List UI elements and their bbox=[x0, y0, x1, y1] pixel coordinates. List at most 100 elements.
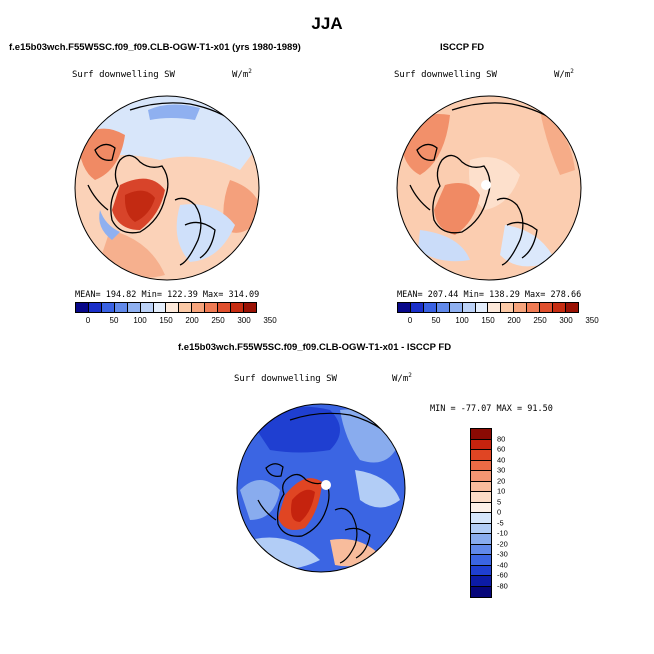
no-data-pole-marker bbox=[481, 180, 491, 190]
colorbar-tick-label: 100 bbox=[455, 316, 469, 325]
colorbar-swatch bbox=[527, 303, 541, 312]
colorbar-swatch bbox=[471, 481, 491, 492]
right-colorbar-labels: 0 50 100 150 200 250 300 350 bbox=[397, 316, 599, 328]
colorbar-swatch bbox=[471, 513, 491, 524]
left-variable-label: Surf downwelling SW bbox=[72, 70, 175, 80]
left-units-label: W/m2 bbox=[232, 68, 252, 80]
colorbar-swatch bbox=[471, 565, 491, 576]
colorbar-tick-label: 200 bbox=[185, 316, 199, 325]
colorbar-swatch bbox=[471, 439, 491, 450]
difference-title: f.e15b03wch.F55W5SC.f09_f09.CLB-OGW-T1-x… bbox=[178, 342, 452, 353]
colorbar-tick-label: 30 bbox=[497, 465, 506, 475]
colorbar-swatch bbox=[88, 303, 102, 312]
colorbar-swatch bbox=[475, 303, 489, 312]
colorbar-tick-label: 0 bbox=[85, 316, 91, 325]
diff-variable-label: Surf downwelling SW bbox=[234, 374, 337, 384]
colorbar-swatch bbox=[488, 303, 502, 312]
colorbar-swatch bbox=[205, 303, 219, 312]
left-colorbar bbox=[75, 302, 257, 313]
colorbar-swatch bbox=[471, 544, 491, 555]
diff-colorbar-labels: 80 60 40 30 20 10 5 0 -5 -10 -20 -30 -40 -60 -80 bbox=[497, 428, 527, 598]
colorbar-swatch bbox=[114, 303, 128, 312]
colorbar-swatch bbox=[127, 303, 141, 312]
colorbar-swatch bbox=[471, 534, 491, 545]
colorbar-tick-label: 5 bbox=[497, 497, 502, 506]
colorbar-swatch bbox=[166, 303, 180, 312]
colorbar-swatch bbox=[398, 303, 411, 312]
model-case-title: f.e15b03wch.F55W5SC.f09_f09.CLB-OGW-T1-x… bbox=[9, 42, 301, 53]
colorbar-swatch bbox=[449, 303, 463, 312]
colorbar-swatch bbox=[192, 303, 206, 312]
diff-units-label: W/m2 bbox=[392, 372, 412, 384]
colorbar-swatch bbox=[140, 303, 154, 312]
colorbar-swatch bbox=[471, 502, 491, 513]
left-colorbar-labels: 0 50 100 150 200 250 300 350 bbox=[75, 316, 277, 328]
colorbar-swatch bbox=[471, 555, 491, 566]
colorbar-swatch bbox=[243, 303, 256, 312]
right-colorbar bbox=[397, 302, 579, 313]
colorbar-tick-label: 50 bbox=[431, 316, 441, 325]
colorbar-tick-label: -60 bbox=[497, 570, 508, 580]
colorbar-tick-label: 10 bbox=[497, 486, 506, 496]
colorbar-swatch bbox=[423, 303, 437, 312]
colorbar-tick-label: 0 bbox=[497, 507, 502, 517]
diff-stats: MIN = -77.07 MAX = 91.50 bbox=[430, 404, 553, 414]
colorbar-swatch bbox=[553, 303, 566, 312]
colorbar-swatch bbox=[436, 303, 450, 312]
colorbar-tick-label: 20 bbox=[497, 476, 506, 485]
colorbar-swatch bbox=[514, 303, 528, 312]
colorbar-tick-label: 350 bbox=[585, 316, 599, 325]
colorbar-swatch bbox=[179, 303, 193, 312]
colorbar-tick-label: 250 bbox=[211, 316, 225, 325]
obs-title: ISCCP FD bbox=[440, 42, 485, 53]
colorbar-tick-label: 300 bbox=[237, 316, 251, 325]
colorbar-swatch bbox=[471, 586, 491, 597]
colorbar-swatch bbox=[231, 303, 244, 312]
colorbar-swatch bbox=[471, 492, 491, 503]
colorbar-tick-label: 0 bbox=[407, 316, 413, 325]
colorbar-tick-label: 50 bbox=[109, 316, 119, 325]
season-title: JJA bbox=[311, 14, 343, 33]
colorbar-tick-label: -40 bbox=[497, 560, 508, 569]
colorbar-swatch bbox=[76, 303, 89, 312]
colorbar-swatch bbox=[471, 576, 491, 587]
colorbar-tick-label: -10 bbox=[497, 528, 508, 538]
colorbar-swatch bbox=[540, 303, 554, 312]
model-polar-map bbox=[74, 95, 260, 281]
colorbar-tick-label: -80 bbox=[497, 581, 508, 590]
colorbar-swatch bbox=[101, 303, 115, 312]
colorbar-swatch bbox=[471, 523, 491, 534]
colorbar-swatch bbox=[153, 303, 167, 312]
colorbar-swatch bbox=[471, 450, 491, 461]
colorbar-swatch bbox=[462, 303, 476, 312]
colorbar-tick-label: 250 bbox=[533, 316, 547, 325]
colorbar-tick-label: 350 bbox=[263, 316, 277, 325]
right-stats: MEAN= 207.44 Min= 138.29 Max= 278.66 bbox=[397, 290, 582, 300]
colorbar-tick-label: 150 bbox=[481, 316, 495, 325]
right-units-label: W/m2 bbox=[554, 68, 574, 80]
no-data-pole-marker-diff bbox=[321, 480, 331, 490]
colorbar-tick-label: -30 bbox=[497, 549, 508, 559]
colorbar-tick-label: 40 bbox=[497, 455, 506, 464]
colorbar-swatch bbox=[501, 303, 515, 312]
colorbar-tick-label: -5 bbox=[497, 518, 504, 527]
colorbar-tick-label: -20 bbox=[497, 539, 508, 548]
right-variable-label: Surf downwelling SW bbox=[394, 70, 497, 80]
colorbar-tick-label: 300 bbox=[559, 316, 573, 325]
diff-colorbar bbox=[470, 428, 492, 598]
colorbar-swatch bbox=[565, 303, 578, 312]
colorbar-swatch bbox=[471, 429, 491, 440]
left-stats: MEAN= 194.82 Min= 122.39 Max= 314.09 bbox=[75, 290, 260, 300]
colorbar-tick-label: 150 bbox=[159, 316, 173, 325]
colorbar-tick-label: 80 bbox=[497, 434, 506, 443]
colorbar-swatch bbox=[471, 471, 491, 482]
colorbar-swatch bbox=[410, 303, 424, 312]
obs-polar-map bbox=[396, 95, 582, 281]
colorbar-tick-label: 100 bbox=[133, 316, 147, 325]
difference-polar-map bbox=[236, 403, 406, 573]
colorbar-swatch bbox=[218, 303, 232, 312]
colorbar-swatch bbox=[471, 460, 491, 471]
colorbar-tick-label: 200 bbox=[507, 316, 521, 325]
colorbar-tick-label: 60 bbox=[497, 444, 506, 454]
